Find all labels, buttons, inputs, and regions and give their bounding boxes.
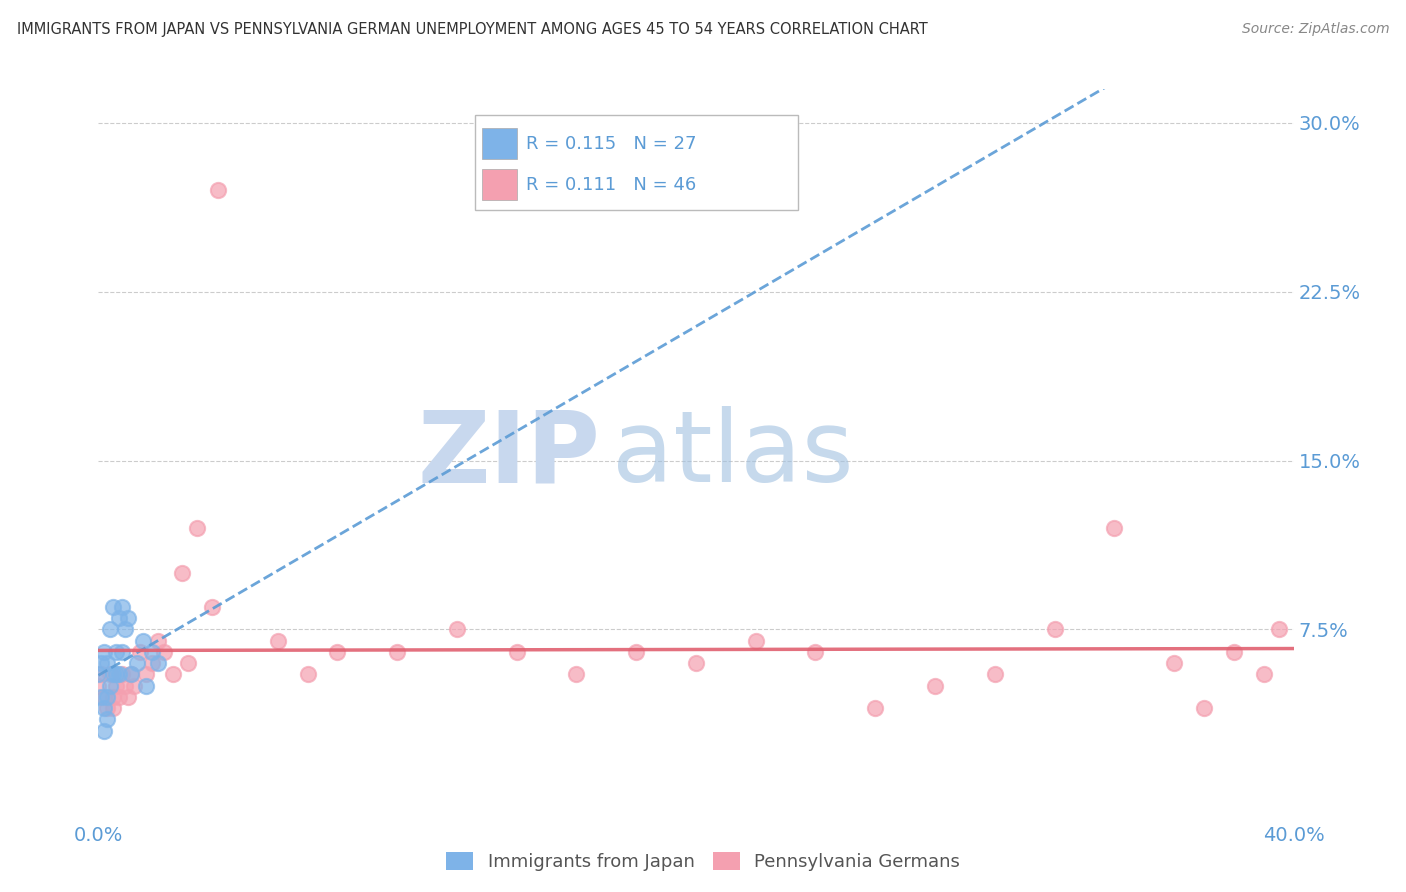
Point [924, 679, 946, 693]
Point [267, 633, 290, 648]
Point [1043, 623, 1066, 637]
Point [162, 667, 184, 681]
Point [98, 679, 122, 693]
Point [172, 566, 194, 580]
Point [326, 645, 349, 659]
Point [1223, 645, 1246, 659]
Point [385, 645, 409, 659]
Point [129, 645, 152, 659]
Point [177, 656, 200, 670]
Point [96, 656, 118, 670]
Point [87, 667, 110, 681]
FancyBboxPatch shape [482, 169, 517, 200]
Point [93, 701, 115, 715]
Point [93, 723, 115, 738]
Point [103, 599, 125, 614]
Point [90, 656, 112, 670]
Point [108, 690, 131, 704]
Point [117, 690, 139, 704]
Point [804, 645, 827, 659]
Point [186, 521, 208, 535]
Point [120, 667, 142, 681]
Point [120, 667, 142, 681]
Point [685, 656, 707, 670]
Point [111, 667, 134, 681]
FancyBboxPatch shape [482, 128, 517, 159]
Point [984, 667, 1007, 681]
Point [103, 701, 125, 715]
Point [141, 656, 163, 670]
Point [135, 679, 157, 693]
Legend: Immigrants from Japan, Pennsylvania Germans: Immigrants from Japan, Pennsylvania Germ… [439, 845, 967, 879]
Point [105, 679, 128, 693]
Point [1253, 667, 1275, 681]
Point [135, 667, 157, 681]
FancyBboxPatch shape [475, 115, 797, 210]
Point [108, 667, 131, 681]
Point [93, 645, 115, 659]
Point [103, 667, 125, 681]
Point [103, 690, 125, 704]
Point [1192, 701, 1215, 715]
Text: atlas: atlas [613, 407, 853, 503]
Point [111, 645, 134, 659]
Point [201, 599, 224, 614]
Point [148, 633, 170, 648]
Point [114, 679, 136, 693]
Point [96, 712, 118, 726]
Point [745, 633, 768, 648]
Point [90, 690, 112, 704]
Point [93, 690, 115, 704]
Point [117, 611, 139, 625]
Point [1267, 623, 1289, 637]
Point [1163, 656, 1185, 670]
Point [626, 645, 648, 659]
Point [98, 667, 122, 681]
Point [865, 701, 887, 715]
Text: R = 0.111   N = 46: R = 0.111 N = 46 [526, 176, 696, 194]
Point [506, 645, 529, 659]
Point [111, 599, 134, 614]
Point [105, 667, 128, 681]
Point [148, 656, 170, 670]
Point [1104, 521, 1126, 535]
Point [105, 645, 128, 659]
Point [124, 679, 146, 693]
Text: IMMIGRANTS FROM JAPAN VS PENNSYLVANIA GERMAN UNEMPLOYMENT AMONG AGES 45 TO 54 YE: IMMIGRANTS FROM JAPAN VS PENNSYLVANIA GE… [17, 22, 928, 37]
Point [141, 645, 163, 659]
Point [297, 667, 319, 681]
Text: ZIP: ZIP [418, 407, 600, 503]
Point [446, 623, 468, 637]
Point [132, 633, 155, 648]
Point [114, 623, 136, 637]
Point [96, 690, 118, 704]
Point [153, 645, 176, 659]
Text: R = 0.115   N = 27: R = 0.115 N = 27 [526, 135, 697, 153]
Point [96, 701, 118, 715]
Point [90, 667, 112, 681]
Point [207, 184, 229, 198]
Point [108, 611, 131, 625]
Point [98, 623, 122, 637]
Point [127, 656, 149, 670]
Point [87, 679, 110, 693]
Text: Source: ZipAtlas.com: Source: ZipAtlas.com [1241, 22, 1389, 37]
Point [565, 667, 588, 681]
